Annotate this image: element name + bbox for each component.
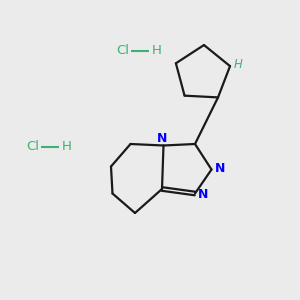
Text: H: H [61,140,71,154]
Text: N: N [157,131,167,145]
Text: H: H [152,44,161,58]
Text: N: N [214,162,225,175]
Text: Cl: Cl [26,140,39,154]
Text: Cl: Cl [116,44,129,58]
Text: N: N [198,188,208,202]
Text: H: H [234,58,243,71]
